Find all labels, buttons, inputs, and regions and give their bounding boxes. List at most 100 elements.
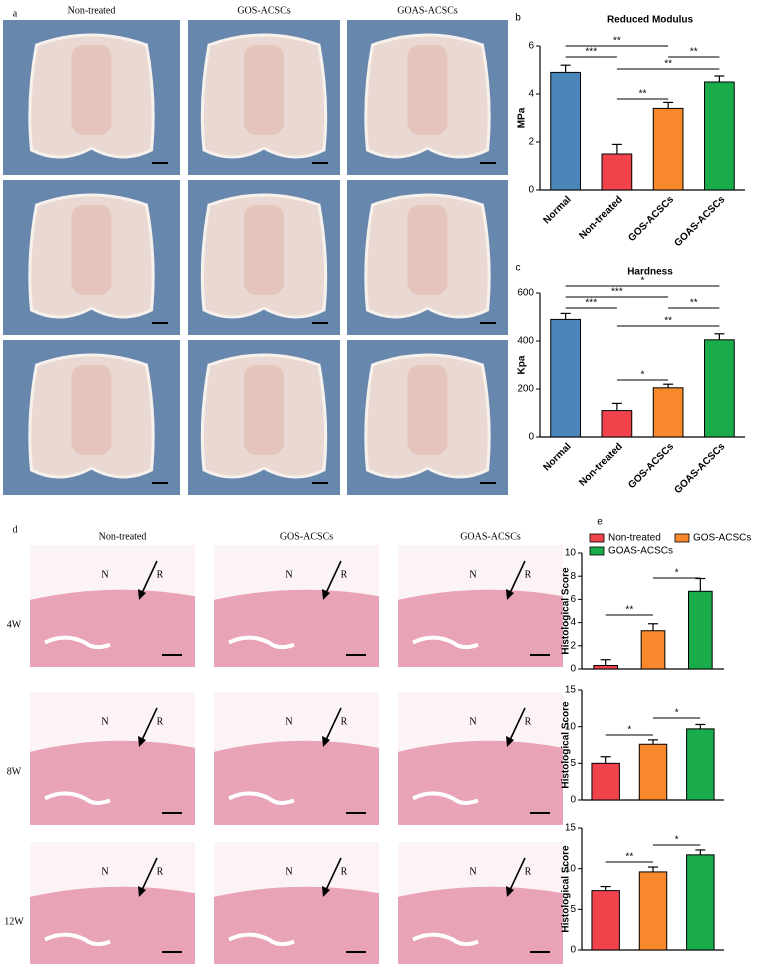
significance-label: * <box>641 276 645 287</box>
y-axis-label: Histological Score <box>561 701 572 789</box>
bar <box>704 81 735 191</box>
y-tick-label: 5 <box>570 758 576 769</box>
row-label: 8W <box>7 766 22 777</box>
x-tick-label: GOAS-ACSCs <box>672 194 727 249</box>
arrow-head <box>506 886 514 897</box>
arrow <box>509 560 526 594</box>
trochlear-groove <box>71 45 112 135</box>
tissue <box>398 589 563 667</box>
arrow <box>325 707 342 741</box>
bar <box>688 590 713 670</box>
significance-label: * <box>675 708 679 719</box>
arrow-head <box>506 736 514 747</box>
arrow <box>325 857 342 891</box>
tissue-detail <box>228 791 295 805</box>
bar <box>550 71 581 191</box>
tissue-detail <box>228 932 295 947</box>
column-label: Non-treated <box>68 5 116 16</box>
tissue <box>30 740 195 825</box>
significance-label: *** <box>611 287 623 298</box>
arrow <box>509 857 526 891</box>
y-axis-label: Histological Score <box>561 567 572 655</box>
x-tick-label: Non-treated <box>577 441 624 488</box>
significance-label: ** <box>625 852 633 863</box>
y-tick-label: 10 <box>565 721 577 732</box>
significance-label: * <box>675 835 679 846</box>
tissue <box>30 886 195 964</box>
x-tick-label: GOS-ACSCs <box>626 441 676 491</box>
column-label: GOS-ACSCs <box>280 531 333 542</box>
panel-letter: e <box>597 517 603 528</box>
row-label: 12W <box>4 916 24 927</box>
significance-label: ** <box>664 59 672 70</box>
significance-label: ** <box>639 89 647 100</box>
column-label: GOAS-ACSCs <box>460 531 521 542</box>
bar <box>601 410 633 438</box>
arrow <box>141 560 158 594</box>
region-label: R <box>525 866 532 877</box>
region-label: R <box>341 716 348 727</box>
arrow-head <box>138 589 146 600</box>
tissue-detail <box>228 635 295 650</box>
arrow-head <box>138 736 146 747</box>
panel-letter: a <box>13 8 18 19</box>
region-label: R <box>157 569 164 580</box>
trochlear-groove <box>407 205 448 295</box>
tissue-detail <box>412 791 479 805</box>
x-tick-label: GOS-ACSCs <box>626 194 676 244</box>
legend-swatch <box>674 533 690 543</box>
y-axis-label: Kpa <box>517 355 528 374</box>
arrow <box>141 857 158 891</box>
tissue <box>30 589 195 667</box>
bar <box>638 743 668 801</box>
y-tick-label: 0 <box>528 432 534 443</box>
trochlear-groove <box>407 365 448 455</box>
y-tick-label: 200 <box>517 384 534 395</box>
y-axis-label: Histological Score <box>561 845 572 933</box>
y-tick-label: 6 <box>528 41 534 52</box>
tissue <box>398 886 563 964</box>
significance-label: ** <box>613 36 621 47</box>
arrow-head <box>506 589 514 600</box>
arrow <box>141 707 158 741</box>
tissue <box>214 740 379 825</box>
trochlear-groove <box>244 365 284 455</box>
arrow <box>325 560 342 594</box>
significance-label: * <box>641 370 645 381</box>
region-label: R <box>525 716 532 727</box>
panel-letter: c <box>516 263 521 274</box>
region-label: N <box>101 866 108 877</box>
trochlear-groove <box>244 205 284 295</box>
region-label: N <box>285 716 292 727</box>
significance-label: ** <box>690 298 698 309</box>
bar <box>593 665 618 670</box>
arrow-head <box>322 886 330 897</box>
y-tick-label: 0 <box>570 945 576 956</box>
bar <box>591 890 620 951</box>
trochlear-groove <box>407 45 448 135</box>
arrow-head <box>322 589 330 600</box>
y-tick-label: 15 <box>565 685 577 696</box>
bar <box>686 854 715 951</box>
region-label: R <box>157 716 164 727</box>
significance-label: *** <box>585 298 597 309</box>
significance-label: * <box>627 725 631 736</box>
y-tick-label: 8 <box>570 571 576 582</box>
y-tick-label: 10 <box>565 863 577 874</box>
y-tick-label: 2 <box>570 640 576 651</box>
row-label: 4W <box>7 619 22 630</box>
tissue-detail <box>412 635 479 650</box>
tissue <box>214 589 379 667</box>
significance-label: ** <box>690 47 698 58</box>
bar <box>638 871 668 951</box>
bar <box>601 153 633 191</box>
y-tick-label: 15 <box>565 823 577 834</box>
bar <box>686 728 715 801</box>
y-tick-label: 0 <box>570 795 576 806</box>
arrow-head <box>322 736 330 747</box>
region-label: N <box>469 716 476 727</box>
region-label: N <box>469 569 476 580</box>
y-tick-label: 400 <box>517 336 534 347</box>
y-tick-label: 0 <box>528 185 534 196</box>
